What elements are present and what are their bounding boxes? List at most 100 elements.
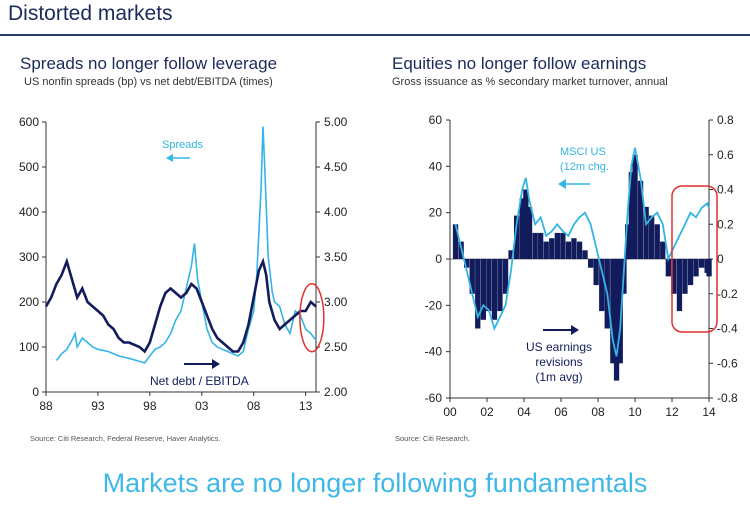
earnings-revisions-bar [464, 259, 470, 268]
net-debt-annotation-label: Net debt / EBITDA [150, 374, 249, 388]
y-left-tick-label: 600 [19, 115, 39, 129]
y-right-tick-label: 3.50 [324, 250, 348, 264]
earnings-revisions-bar [582, 250, 588, 259]
y-right-tick-label: 2.50 [324, 340, 348, 354]
y-left-tick-label: 400 [19, 205, 39, 219]
earnings-revisions-bar [526, 206, 533, 259]
x-tick-label: 02 [480, 405, 494, 419]
x-tick-label: 98 [143, 399, 157, 413]
y-right-tick-label: 0.8 [717, 113, 734, 127]
y-right-tick-label: 5.00 [324, 115, 348, 129]
earnings-revisions-bar [554, 232, 560, 259]
earnings-revisions-bar [687, 259, 694, 286]
earnings-revisions-bar [480, 259, 486, 320]
y-left-tick-label: 40 [429, 159, 443, 173]
x-tick-label: 14 [702, 405, 716, 419]
earnings-revisions-bar [475, 259, 481, 329]
y-right-tick-label: 0.2 [717, 217, 734, 231]
earnings-revisions-bar [508, 250, 514, 259]
earnings-revisions-bar [576, 241, 583, 259]
earnings-revisions-bar [671, 259, 677, 294]
y-right-tick-label: 3.00 [324, 295, 348, 309]
y-left-tick-label: -60 [425, 391, 443, 405]
earnings-arrow-head [571, 325, 579, 335]
earnings-revisions-bar [617, 259, 623, 364]
earnings-revisions-bar [643, 206, 649, 259]
y-left-tick-label: 20 [429, 206, 443, 220]
x-tick-label: 08 [591, 405, 605, 419]
y-left-tick-label: 60 [429, 113, 443, 127]
x-tick-label: 04 [517, 405, 531, 419]
earnings-revisions-bar [519, 198, 525, 259]
earnings-revisions-bar [637, 180, 644, 259]
earnings-revisions-bar [588, 259, 594, 268]
msci-annotation-label-2: (12m chg. [560, 161, 609, 173]
earnings-revisions-bar [693, 259, 699, 277]
x-tick-label: 00 [443, 405, 457, 419]
earnings-revisions-bar [543, 241, 549, 259]
y-right-tick-label: -0.6 [717, 356, 738, 370]
earnings-revisions-bar [593, 259, 599, 286]
x-tick-label: 08 [247, 399, 261, 413]
highlight-box [671, 185, 718, 333]
x-tick-label: 10 [628, 405, 642, 419]
right-chart-source: Source: Citi Research. [395, 434, 471, 443]
earnings-annotation-label-3: (1m avg) [535, 370, 582, 384]
earnings-revisions-bar [632, 154, 638, 259]
y-left-tick-label: 200 [19, 295, 39, 309]
earnings-revisions-bar [491, 259, 498, 320]
earnings-revisions-bar [560, 232, 566, 259]
earnings-revisions-bar [549, 238, 555, 259]
y-left-tick-label: 300 [19, 250, 39, 264]
y-left-tick-label: 500 [19, 160, 39, 174]
net-debt-ebitda-series-line [44, 257, 317, 354]
earnings-annotation-label-2: revisions [535, 355, 582, 369]
x-tick-label: 13 [299, 399, 313, 413]
earnings-revisions-bar [676, 259, 683, 312]
y-left-tick-label: 0 [435, 252, 442, 266]
earnings-revisions-bar [565, 241, 572, 259]
earnings-annotation-label: US earnings [526, 340, 592, 354]
earnings-revisions-bar [649, 215, 655, 259]
y-right-tick-label: 2.00 [324, 385, 348, 399]
y-left-tick-label: -20 [425, 298, 443, 312]
equities-earnings-chart: -60-40-200204060-0.8-0.6-0.4-0.200.20.40… [425, 113, 738, 419]
y-right-tick-label: -0.2 [717, 287, 738, 301]
title-divider [0, 34, 750, 36]
y-right-tick-label: 4.00 [324, 205, 348, 219]
y-right-tick-label: 0.6 [717, 148, 734, 162]
earnings-revisions-bar [613, 259, 620, 381]
x-tick-label: 12 [665, 405, 679, 419]
y-left-tick-label: 0 [32, 385, 39, 399]
y-right-tick-label: 0.4 [717, 183, 734, 197]
right-chart-subtitle: Gross issuance as % secondary market tur… [392, 76, 668, 88]
x-tick-label: 06 [554, 405, 568, 419]
left-chart-subtitle: US nonfin spreads (bp) vs net debt/EBITD… [24, 76, 273, 88]
earnings-revisions-bar [538, 232, 544, 259]
highlight-ellipse [299, 283, 325, 353]
spreads-series-line [55, 126, 317, 364]
earnings-revisions-bar [654, 224, 660, 260]
earnings-revisions-bar [497, 259, 503, 312]
footer-headline: Markets are no longer following fundamen… [102, 468, 648, 498]
spreads-annotation-label: Spreads [162, 139, 203, 151]
earnings-revisions-bar [628, 172, 634, 259]
earnings-revisions-bar [682, 259, 688, 294]
left-chart-source: Source: Citi Research, Federal Reserve, … [30, 434, 221, 443]
spreads-arrow-head [166, 154, 173, 162]
y-right-tick-label: 0 [717, 252, 724, 266]
earnings-revisions-bar [660, 241, 666, 259]
x-tick-label: 88 [39, 399, 53, 413]
right-chart-title: Equities no longer follow earnings [392, 54, 647, 73]
msci-us-series-line [454, 147, 710, 357]
spreads-leverage-chart: 0 100 200 300 400 500 600 2.00 2.50 3.00 3.50 4.00 4… [19, 115, 348, 413]
earnings-revisions-bar [610, 259, 616, 364]
left-chart-title: Spreads no longer follow leverage [20, 54, 278, 73]
y-left-tick-label: -40 [425, 345, 443, 359]
earnings-revisions-bar [502, 259, 509, 294]
earnings-revisions-bar [523, 189, 529, 259]
msci-annotation-label: MSCI US [560, 146, 606, 158]
page-title: Distorted markets [8, 2, 173, 25]
x-tick-label: 03 [195, 399, 209, 413]
x-tick-label: 93 [91, 399, 105, 413]
